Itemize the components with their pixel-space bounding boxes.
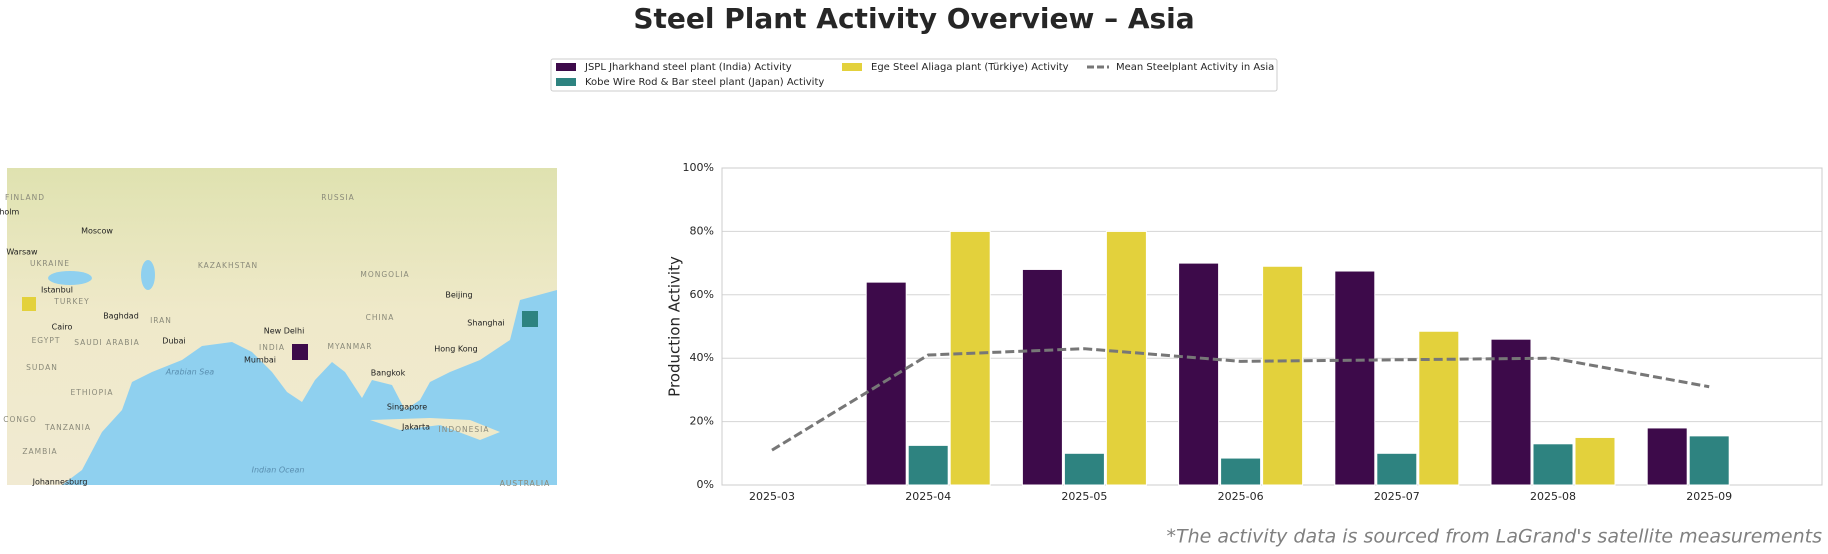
map-label: UKRAINE xyxy=(30,259,70,268)
map-label: EGYPT xyxy=(32,336,61,345)
y-tick-label: 40% xyxy=(690,351,714,364)
map-label: Warsaw xyxy=(6,248,38,257)
x-tick-label: 2025-06 xyxy=(1218,490,1264,503)
map-label: MYANMAR xyxy=(327,342,372,351)
map-label: Beijing xyxy=(445,291,472,300)
map-label: Singapore xyxy=(387,403,427,412)
bar xyxy=(1532,443,1574,486)
y-tick-label: 100% xyxy=(683,161,714,174)
map-label: Dubai xyxy=(162,337,185,346)
footnote: *The activity data is sourced from LaGra… xyxy=(1166,526,1822,548)
land xyxy=(370,418,500,440)
plant-marker xyxy=(522,311,538,327)
x-tick-label: 2025-08 xyxy=(1530,490,1576,503)
y-tick-label: 0% xyxy=(697,478,714,491)
legend-label: JSPL Jharkhand steel plant (India) Activ… xyxy=(584,62,792,73)
map-label: New Delhi xyxy=(264,327,305,336)
map-label: kholm xyxy=(0,208,20,217)
map-label: Istanbul xyxy=(41,286,73,295)
legend-swatch xyxy=(556,63,576,71)
bar xyxy=(1063,452,1105,486)
bar xyxy=(1178,262,1220,486)
map-label: MONGOLIA xyxy=(360,270,409,279)
sea xyxy=(141,260,155,290)
map-label: IRAN xyxy=(150,316,172,325)
bar xyxy=(1490,338,1532,486)
map-label: INDONESIA xyxy=(439,425,490,434)
bar xyxy=(1220,457,1262,486)
bar xyxy=(1262,265,1304,486)
legend: JSPL Jharkhand steel plant (India) Activ… xyxy=(550,58,1278,92)
x-tick-label: 2025-05 xyxy=(1061,490,1107,503)
bar xyxy=(865,281,907,486)
sea xyxy=(48,271,92,285)
legend-label: Kobe Wire Rod & Bar steel plant (Japan) … xyxy=(585,77,824,88)
map-label: TURKEY xyxy=(53,297,90,306)
bar xyxy=(1688,435,1730,486)
map-label: Bangkok xyxy=(371,369,406,378)
x-tick-label: 2025-07 xyxy=(1374,490,1420,503)
map-label: ETHIOPIA xyxy=(71,388,114,397)
legend-label: Mean Steelplant Activity in Asia xyxy=(1116,62,1274,73)
x-tick-label: 2025-03 xyxy=(749,490,795,503)
map-label: CONGO xyxy=(3,415,36,424)
map-label: CHINA xyxy=(366,313,395,322)
bar xyxy=(1021,268,1063,486)
map-label: SUDAN xyxy=(26,363,58,372)
map-label: AUSTRALIA xyxy=(500,479,551,488)
map-label: ZAMBIA xyxy=(22,447,57,456)
x-tick-label: 2025-04 xyxy=(905,490,951,503)
plant-marker xyxy=(292,344,308,360)
map-label: Jakarta xyxy=(401,423,430,432)
map-label: Mumbai xyxy=(244,356,276,365)
bar xyxy=(1646,427,1688,486)
map-label: Baghdad xyxy=(103,312,139,321)
legend-swatch xyxy=(556,78,576,86)
map-label: Shanghai xyxy=(467,319,504,328)
y-tick-label: 60% xyxy=(690,288,714,301)
bar xyxy=(949,230,991,486)
map-label: KAZAKHSTAN xyxy=(198,261,258,270)
map-label: Moscow xyxy=(81,227,113,236)
map-label: Arabian Sea xyxy=(165,368,214,377)
mean-line xyxy=(771,347,1710,452)
map-label: TANZANIA xyxy=(44,423,91,432)
y-axis-label: Production Activity xyxy=(666,256,684,397)
bar xyxy=(1105,230,1147,486)
land xyxy=(7,168,557,485)
y-tick-label: 80% xyxy=(690,224,714,237)
legend-box xyxy=(550,58,1278,92)
map-label: SAUDI ARABIA xyxy=(74,338,140,347)
bar xyxy=(1376,452,1418,486)
map-label: Johannesburg xyxy=(32,478,88,487)
title: Steel Plant Activity Overview – Asia xyxy=(633,2,1194,35)
legend-swatch xyxy=(842,63,862,71)
map: FINLAND RUSSIA kholm Moscow Warsaw UKRAINE KAZ… xyxy=(0,168,557,488)
map-label: INDIA xyxy=(259,343,285,352)
x-tick-label: 2025-09 xyxy=(1686,490,1732,503)
map-label: Hong Kong xyxy=(434,345,478,354)
map-label: Cairo xyxy=(52,323,73,332)
legend-label: Ege Steel Aliaga plant (Türkiye) Activit… xyxy=(871,62,1069,73)
map-label: Indian Ocean xyxy=(252,466,305,475)
map-label: RUSSIA xyxy=(321,193,355,202)
y-tick-label: 20% xyxy=(690,415,714,428)
map-label: FINLAND xyxy=(5,193,45,202)
bar xyxy=(907,444,949,486)
bar xyxy=(1418,330,1460,486)
bar xyxy=(1334,270,1376,486)
plant-marker xyxy=(22,297,36,311)
bar xyxy=(1574,436,1616,486)
